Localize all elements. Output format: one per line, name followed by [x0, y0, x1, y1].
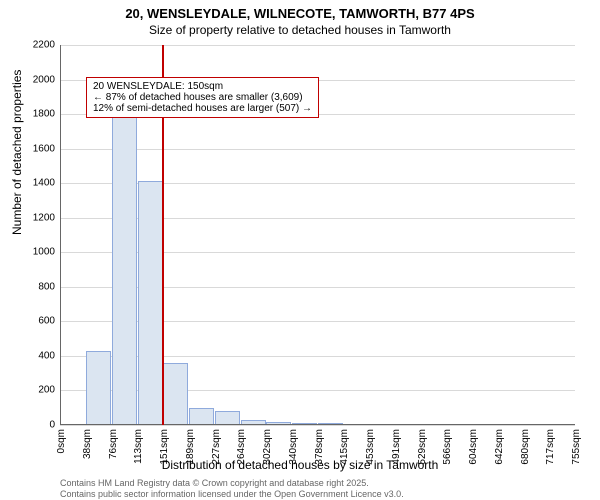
y-tick-label: 2200 — [15, 40, 55, 51]
histogram-bar — [189, 408, 214, 425]
y-tick-label: 1200 — [15, 212, 55, 223]
x-tick-label: 38sqm — [82, 429, 93, 459]
gridline — [60, 425, 575, 426]
x-axis-line — [60, 424, 575, 425]
annotation-box: 20 WENSLEYDALE: 150sqm ← 87% of detached… — [86, 77, 319, 118]
y-tick-label: 1800 — [15, 109, 55, 120]
chart-subtitle: Size of property relative to detached ho… — [0, 23, 600, 37]
y-axis-line — [60, 45, 61, 425]
histogram-bar — [215, 411, 240, 425]
y-tick-label: 800 — [15, 281, 55, 292]
histogram-bar — [112, 111, 137, 425]
annotation-title: 20 WENSLEYDALE: 150sqm — [93, 81, 312, 92]
footer-copyright: Contains HM Land Registry data © Crown c… — [60, 478, 369, 488]
y-tick-label: 1600 — [15, 143, 55, 154]
y-tick-label: 400 — [15, 350, 55, 361]
y-tick-label: 2000 — [15, 74, 55, 85]
y-tick-label: 1400 — [15, 178, 55, 189]
x-tick-label: 0sqm — [56, 429, 67, 453]
footer-licence: Contains public sector information licen… — [60, 489, 404, 499]
chart-title: 20, WENSLEYDALE, WILNECOTE, TAMWORTH, B7… — [0, 6, 600, 21]
histogram-bar — [86, 351, 111, 425]
chart-container: 20, WENSLEYDALE, WILNECOTE, TAMWORTH, B7… — [0, 0, 600, 500]
y-tick-label: 600 — [15, 316, 55, 327]
gridline — [60, 45, 575, 46]
annotation-larger: 12% of semi-detached houses are larger (… — [93, 103, 312, 114]
histogram-bar — [138, 181, 163, 425]
x-axis-label: Distribution of detached houses by size … — [0, 458, 600, 472]
annotation-smaller: ← 87% of detached houses are smaller (3,… — [93, 92, 312, 103]
plot-area: 20 WENSLEYDALE: 150sqm ← 87% of detached… — [60, 45, 575, 425]
y-tick-label: 200 — [15, 385, 55, 396]
histogram-bar — [163, 363, 188, 425]
gridline — [60, 149, 575, 150]
x-tick-label: 76sqm — [108, 429, 119, 459]
y-tick-label: 0 — [15, 420, 55, 431]
y-tick-label: 1000 — [15, 247, 55, 258]
